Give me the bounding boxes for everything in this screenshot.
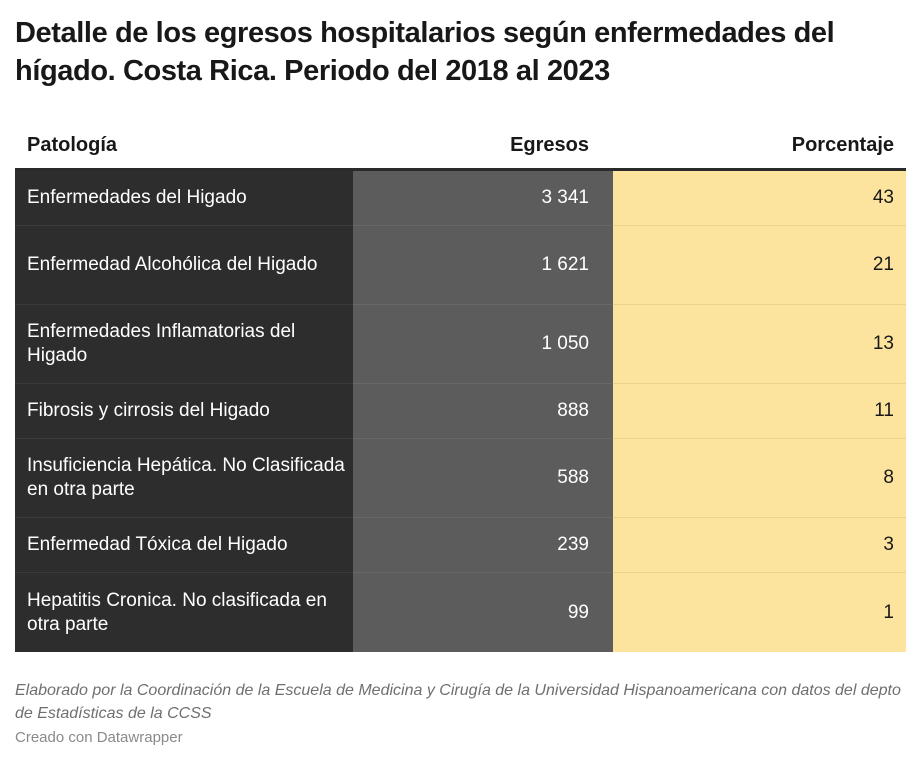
cell-porcentaje: 8 — [613, 439, 906, 518]
table-row: Fibrosis y cirrosis del Higado 888 11 — [15, 384, 906, 439]
cell-patologia: Fibrosis y cirrosis del Higado — [15, 384, 353, 439]
column-header-porcentaje[interactable]: Porcentaje — [791, 134, 894, 156]
cell-patologia: Insuficiencia Hepática. No Clasificada e… — [15, 439, 353, 518]
cell-porcentaje: 1 — [613, 573, 906, 652]
cell-porcentaje: 3 — [613, 518, 906, 573]
table-row: Enfermedades Inflamatorias del Higado 1 0… — [15, 305, 906, 384]
cell-patologia: Enfermedad Alcohólica del Higado — [15, 226, 353, 305]
source-notes: Elaborado por la Coordinación de la Escu… — [15, 682, 901, 722]
table-header: Patología Egresos Porcentaje — [15, 122, 906, 171]
cell-egresos: 99 — [353, 573, 613, 652]
cell-patologia: Hepatitis Cronica. No clasificada en otr… — [15, 573, 353, 652]
table-row: Insuficiencia Hepática. No Clasificada e… — [15, 439, 906, 518]
table-body: Enfermedades del Higado 3 341 43 Enfermedad… — [15, 171, 906, 652]
column-header-egresos[interactable]: Egresos — [510, 134, 589, 156]
table-row: Enfermedades del Higado 3 341 43 — [15, 171, 906, 226]
cell-patologia: Enfermedades del Higado — [15, 171, 353, 226]
data-table: Patología Egresos Porcentaje Enfermedade… — [15, 122, 906, 652]
cell-porcentaje: 43 — [613, 171, 906, 226]
cell-egresos: 1 050 — [353, 305, 613, 384]
chart-title: Detalle de los egresos hospitalarios seg… — [15, 17, 835, 87]
cell-egresos: 888 — [353, 384, 613, 439]
cell-egresos: 239 — [353, 518, 613, 573]
table-row: Hepatitis Cronica. No clasificada en otr… — [15, 573, 906, 652]
table-row: Enfermedad Alcohólica del Higado 1 621 21 — [15, 226, 906, 305]
cell-porcentaje: 13 — [613, 305, 906, 384]
cell-egresos: 3 341 — [353, 171, 613, 226]
datawrapper-credit[interactable]: Creado con Datawrapper — [15, 729, 183, 746]
column-header-patologia[interactable]: Patología — [27, 134, 118, 156]
cell-porcentaje: 21 — [613, 226, 906, 305]
cell-egresos: 588 — [353, 439, 613, 518]
cell-porcentaje: 11 — [613, 384, 906, 439]
cell-patologia: Enfermedad Tóxica del Higado — [15, 518, 353, 573]
cell-patologia: Enfermedades Inflamatorias del Higado — [15, 305, 353, 384]
cell-egresos: 1 621 — [353, 226, 613, 305]
table-row: Enfermedad Tóxica del Higado 239 3 — [15, 518, 906, 573]
